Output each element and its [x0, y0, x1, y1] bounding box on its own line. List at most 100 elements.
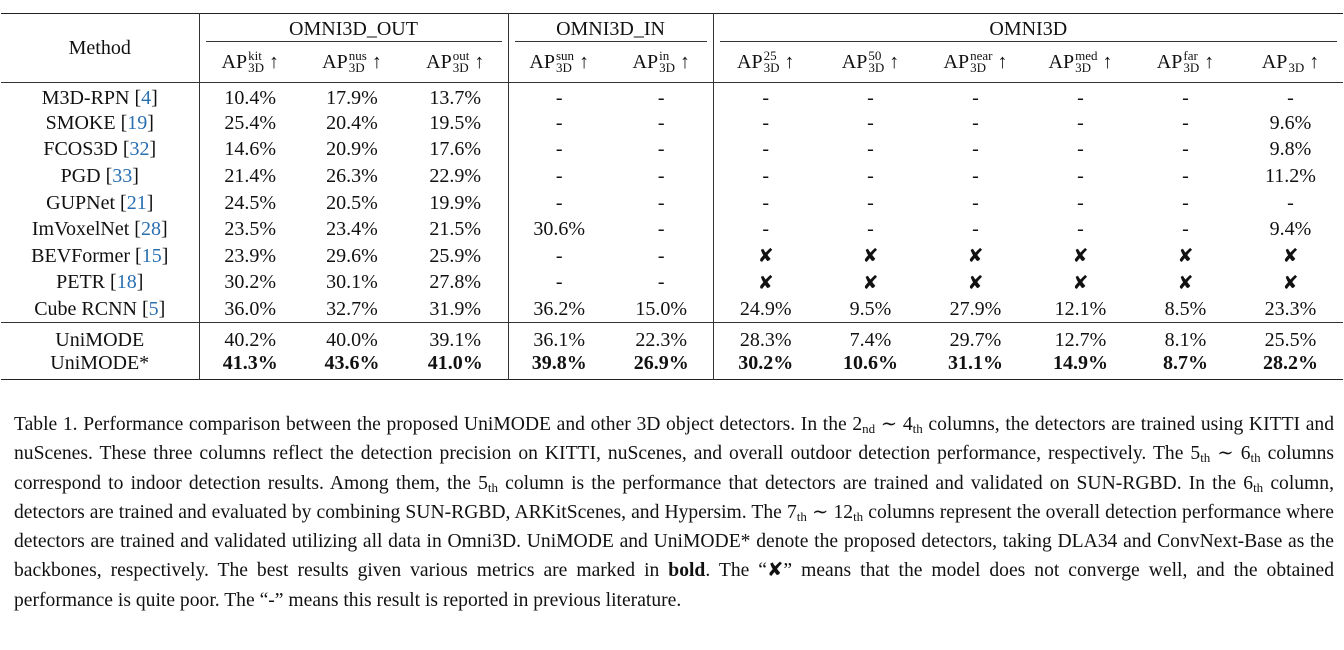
group-label: OMNI3D_IN	[514, 17, 707, 42]
method-cell: GUPNet [21]	[1, 190, 199, 217]
value-cell: -	[657, 244, 665, 267]
value-cell: 40.2%	[198, 322, 301, 353]
metric-base: AP	[632, 50, 659, 73]
value-cell: -	[1182, 111, 1189, 134]
caption-bold: bold	[668, 560, 706, 582]
citation: 32	[129, 138, 150, 161]
value-cell: -	[657, 218, 665, 241]
group-header: OMNI3D	[712, 13, 1344, 42]
metric-base: AP	[221, 50, 248, 73]
value-cell: ✘	[1282, 245, 1299, 268]
citation-close: ]	[158, 297, 166, 320]
value-cell: -	[972, 138, 979, 161]
value-cell: -	[867, 111, 874, 134]
value-cell: -	[712, 163, 819, 190]
metric-scripts: 25 3D	[763, 48, 780, 74]
metric: AP out 3D ↑	[426, 49, 484, 74]
value-cell: -	[507, 136, 610, 164]
citation-close: ]	[136, 271, 144, 294]
table-head: Method OMNI3D_OUT OMNI3D_IN OMNI3D AP kit 3D ↑ A…	[1, 13, 1344, 83]
value-cell: 27.8%	[429, 271, 482, 294]
table-row: M3D-RPN [4] 10.4% 17.9% 13.7% - - - - - - - -	[1, 82, 1343, 111]
value-cell: -	[657, 87, 665, 109]
metric-sup: 25	[763, 48, 777, 63]
value-cell: 9.8%	[1269, 138, 1312, 161]
metric: AP med 3D ↑	[1049, 49, 1113, 75]
caption-text: column is the performance that detectors…	[498, 472, 1254, 494]
value-cell: 36.2%	[507, 296, 610, 323]
table-row: ImVoxelNet [28] 23.5% 23.4% 21.5% 30.6% - - - - -…	[1, 216, 1343, 243]
value-cell: 29.6%	[326, 244, 378, 267]
value-cell: -	[867, 164, 874, 187]
value-cell: ✘	[862, 245, 879, 268]
citation-close: ]	[147, 111, 154, 134]
metric-base: AP	[322, 50, 348, 73]
method-cell: UniMODE*	[1, 352, 199, 380]
method-name: FCOS3D [	[43, 138, 130, 161]
caption-text: columns correspond to indoor detection r…	[14, 443, 1335, 494]
metric-scripts: 3D	[1288, 50, 1304, 74]
method-cell: M3D-RPN [4]	[1, 83, 199, 111]
caption-subscript: th	[912, 421, 923, 436]
value-cell: -	[972, 87, 979, 109]
metric-sub: 3D	[1075, 60, 1091, 75]
metric-base: AP	[841, 50, 868, 73]
metric: AP 3D ↑	[1262, 50, 1319, 75]
value-cell: 20.5%	[326, 191, 378, 214]
value-cell: -	[507, 242, 610, 270]
value-cell: -	[972, 191, 979, 214]
metric: AP nus 3D ↑	[322, 48, 382, 74]
metric-base: AP	[1156, 50, 1183, 73]
column-header-row: AP kit 3D ↑ AP nus 3D ↑ AP out 3D ↑ AP sun 3D ↑ AP in 3D ↑ A…	[1, 42, 1343, 83]
value-cell: 9.4%	[1269, 218, 1312, 241]
value-cell: 39.1%	[429, 329, 482, 352]
value-cell: -	[867, 218, 874, 241]
value-cell: 23.9%	[198, 242, 301, 270]
value-cell: -	[1182, 191, 1189, 214]
value-cell: -	[1182, 87, 1189, 109]
caption-text: ∼ 4	[875, 414, 913, 435]
table-row: UniMODE 40.2% 40.0% 39.1% 36.1% 22.3% 28.3% 7.4…	[1, 322, 1343, 353]
value-cell: 41.3%	[198, 352, 301, 380]
method-name: M3D-RPN [	[41, 87, 142, 109]
citation-close: ]	[149, 138, 157, 161]
value-cell: 21.5%	[429, 218, 482, 241]
caption-subscript: nd	[862, 421, 876, 436]
value-cell: 9.5%	[849, 297, 892, 320]
table-row: PETR [18] 30.2% 30.1% 27.8% - - ✘ ✘ ✘ ✘ ✘ ✘	[1, 269, 1343, 297]
metric-sup: in	[659, 48, 670, 63]
value-cell: 9.6%	[1269, 111, 1312, 134]
value-cell: 7.4%	[849, 329, 892, 352]
metric-sub: 3D	[970, 60, 986, 75]
value-cell: 13.7%	[429, 87, 482, 109]
column-header: AP med 3D ↑	[1028, 42, 1133, 83]
caption-text: Table 1. Performance comparison between …	[14, 414, 863, 435]
metric-sup: kit	[248, 48, 262, 63]
value-cell: -	[657, 191, 665, 214]
metric: AP far 3D ↑	[1156, 49, 1214, 74]
method-cell: ImVoxelNet [28]	[1, 216, 199, 243]
value-cell: ✘	[1177, 245, 1194, 268]
metric-arrow: ↑	[371, 50, 382, 73]
method-cell: FCOS3D [32]	[1, 137, 199, 164]
metric-scripts: in 3D	[659, 48, 675, 74]
metric-sup: nus	[348, 48, 367, 63]
value-cell: 14.9%	[1053, 352, 1109, 375]
value-cell: 17.6%	[429, 138, 482, 161]
value-cell: 17.9%	[326, 87, 378, 109]
metric-scripts: near 3D	[970, 49, 992, 75]
table-row: UniMODE* 41.3% 43.6% 41.0% 39.8% 26.9% 30.2% 10…	[1, 352, 1343, 380]
value-cell: 24.9%	[712, 296, 819, 323]
metric-scripts: sun 3D	[556, 49, 574, 74]
metric: AP kit 3D ↑	[221, 48, 279, 74]
value-cell: -	[972, 164, 979, 187]
caption-subscript: th	[853, 508, 864, 524]
value-cell: 22.3%	[635, 329, 688, 352]
metric-arrow: ↑	[997, 50, 1008, 73]
citation-close: ]	[161, 244, 169, 267]
value-cell: 31.9%	[429, 297, 482, 320]
metric-scripts: kit 3D	[248, 48, 264, 74]
value-cell: 39.8%	[507, 352, 610, 380]
value-cell: 30.2%	[198, 269, 301, 297]
value-cell: -	[1287, 87, 1294, 109]
